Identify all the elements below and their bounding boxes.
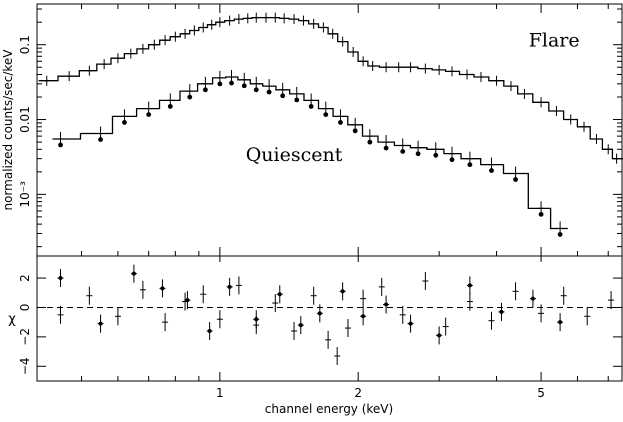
- quiescent-residual-point: [317, 311, 322, 316]
- quiescent-residual-point: [437, 333, 442, 338]
- residual-y-tick-label: −2: [18, 328, 32, 346]
- quiescent-data-point: [241, 83, 247, 89]
- quiescent-residual-point: [558, 320, 563, 325]
- quiescent-data-point: [266, 89, 272, 95]
- quiescent-data-point: [538, 211, 544, 217]
- quiescent-data-point: [338, 120, 343, 125]
- x-tick-label: 1: [216, 386, 224, 400]
- residual-y-axis-label: χ: [8, 312, 16, 327]
- quiescent-data-point: [557, 232, 563, 237]
- quiescent-data-point: [367, 139, 373, 145]
- quiescent-data-point: [489, 168, 494, 173]
- residual-y-tick-label: 2: [18, 274, 32, 282]
- quiescent-residual-point: [160, 286, 165, 291]
- flare-annotation: Flare: [529, 29, 580, 51]
- quiescent-data-point: [146, 112, 152, 117]
- quiescent-residual-point: [384, 302, 389, 307]
- quiescent-data-point: [58, 142, 63, 148]
- quiescent-data-point: [323, 112, 329, 117]
- quiescent-residual-point: [499, 309, 504, 314]
- quiescent-data-point: [187, 94, 193, 100]
- quiescent-data-point: [513, 177, 518, 182]
- quiescent-data-point: [229, 80, 234, 86]
- quiescent-data-point: [383, 145, 389, 151]
- quiescent-residual-point: [298, 323, 303, 328]
- quiescent-residual-point: [254, 317, 259, 322]
- quiescent-data-point: [202, 87, 208, 93]
- quiescent-residual-point: [467, 283, 472, 288]
- quiescent-data-point: [352, 128, 358, 134]
- residual-y-tick-label: −4: [18, 357, 32, 375]
- quiescent-data-point: [449, 157, 455, 163]
- x-axis-label: channel energy (keV): [265, 402, 393, 416]
- quiescent-residual-point: [340, 289, 345, 294]
- quiescent-residual-point: [530, 296, 535, 301]
- y-axis-label: normalized counts/sec/keV: [1, 49, 15, 211]
- quiescent-data-point: [415, 151, 421, 157]
- quiescent-residual-point: [131, 271, 136, 276]
- quiescent-residual-point: [58, 276, 63, 281]
- quiescent-residual-point: [408, 321, 413, 326]
- quiescent-data-point: [433, 152, 439, 158]
- y-tick-label: 0.01: [18, 106, 32, 133]
- quiescent-data-point: [294, 97, 300, 103]
- residual-y-tick-label: 0: [18, 304, 32, 312]
- quiescent-data-point: [98, 137, 103, 142]
- x-tick-label: 5: [537, 386, 545, 400]
- quiescent-annotation: Quiescent: [246, 144, 343, 166]
- quiescent-data-point: [167, 104, 173, 109]
- quiescent-data-point: [400, 149, 406, 154]
- quiescent-data-point: [467, 162, 473, 168]
- quiescent-data-point: [308, 104, 314, 109]
- quiescent-residual-point: [185, 298, 190, 303]
- quiescent-data-point: [122, 120, 127, 125]
- chart-marks: 1 2 5 0.1 0.01 10⁻³ 2 0 −2 −4: [18, 4, 623, 400]
- quiescent-residual-point: [361, 314, 366, 319]
- y-tick-label: 0.1: [18, 35, 32, 54]
- x-tick-label: 2: [354, 386, 362, 400]
- quiescent-residual-point: [98, 321, 103, 326]
- quiescent-residual-point: [207, 329, 212, 333]
- quiescent-data-point: [280, 93, 286, 99]
- quiescent-data-point: [217, 81, 223, 87]
- quiescent-data-point: [253, 87, 259, 93]
- residual-panel-frame: [36, 255, 623, 382]
- quiescent-residual-point: [277, 292, 282, 297]
- quiescent-residual-point: [227, 284, 232, 289]
- y-tick-label: 10⁻³: [18, 181, 32, 208]
